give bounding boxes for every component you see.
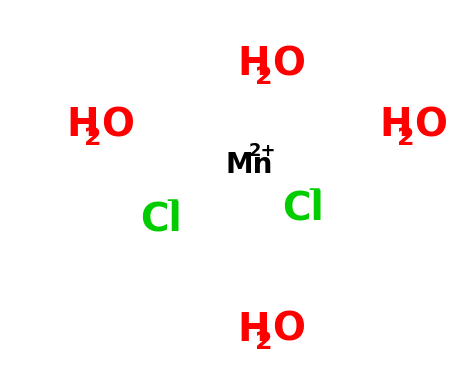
Text: H: H (237, 311, 270, 349)
Text: 2: 2 (397, 125, 415, 150)
Text: O: O (101, 106, 134, 144)
Text: ⁻: ⁻ (307, 183, 320, 207)
Text: 2+: 2+ (249, 142, 276, 160)
Text: ⁻: ⁻ (165, 194, 178, 218)
Text: 2: 2 (84, 125, 102, 150)
Text: O: O (414, 106, 447, 144)
Text: O: O (272, 311, 305, 349)
Text: H: H (237, 45, 270, 83)
Text: O: O (272, 45, 305, 83)
Text: H: H (379, 106, 412, 144)
Text: 2: 2 (255, 65, 273, 89)
Text: H: H (66, 106, 99, 144)
Text: Mn: Mn (225, 151, 273, 179)
Text: 2: 2 (255, 330, 273, 354)
Text: Cl: Cl (140, 201, 182, 239)
Text: Cl: Cl (282, 190, 324, 227)
